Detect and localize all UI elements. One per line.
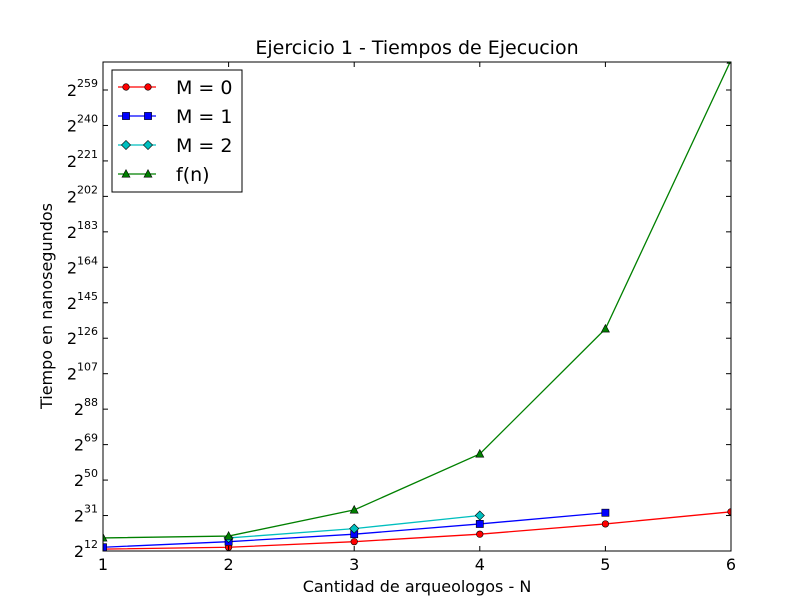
y-tick-label: 231 [74,503,98,526]
legend-label-3: f(n) [176,164,210,186]
y-tick-label: 269 [74,432,98,455]
x-tick-label: 3 [349,555,359,574]
y-tick-label: 212 [74,538,98,561]
legend-label-1: M = 1 [176,106,232,128]
y-tick-label: 2145 [67,290,98,313]
data-point-1-4 [601,508,610,517]
legend-marker-1 [122,112,130,120]
legend-marker-3 [121,168,131,178]
y-tick-label: 2126 [67,325,98,348]
legend-marker-2-b [142,139,154,151]
data-point-0-5 [727,508,731,516]
legend-label-0: M = 0 [176,77,232,99]
data-point-3-3 [475,448,485,458]
data-point-2-2 [474,510,485,521]
y-tick-label: 2183 [67,219,98,242]
y-tick-label: 2202 [67,183,98,206]
legend-label-2: M = 2 [176,135,232,157]
legend-marker-1-b [144,112,152,120]
plot-frame [102,61,732,552]
x-axis-label: Cantidad de arqueologos - N [303,577,532,596]
x-tick-label: 1 [98,555,108,574]
data-point-0-3 [476,530,484,538]
legend-marker-3-b [143,168,153,178]
legend-box [111,69,243,193]
x-tick-label: 2 [224,555,234,574]
series-line-3 [103,62,731,539]
data-point-3-4 [600,323,610,333]
plot-area: 1 2 3 4 5 6 212 231 250 269 288 2107 2126 2145 2164 218… [67,61,736,574]
y-tick-label: 2240 [67,112,98,135]
legend: M = 0 M = 1 M = 2 f(n) [111,69,243,193]
y-tick-label: 250 [74,467,98,490]
data-point-2-1 [349,523,360,534]
legend-marker-2 [120,139,132,151]
y-tick-label: 2221 [67,148,98,171]
data-point-3-1 [224,531,234,540]
legend-marker-0 [122,83,130,91]
x-tick-label: 6 [726,555,736,574]
data-point-0-2 [350,538,358,546]
data-point-3-2 [349,504,359,514]
y-tick-label: 2164 [67,254,98,277]
data-point-0-4 [601,520,610,528]
legend-marker-0-b [144,83,152,91]
x-tick-label: 4 [475,555,485,574]
x-tick-label: 5 [600,555,610,574]
series-group [103,62,731,551]
y-tick-label: 288 [74,396,98,419]
y-tick-label: 2107 [67,361,98,384]
data-point-1-3 [475,520,484,528]
chart-title: Ejercicio 1 - Tiempos de Ejecucion [255,37,578,59]
series-line-0 [103,511,731,550]
y-tick-label: 2259 [67,77,98,100]
y-axis-label: Tiempo en nanosegundos [37,203,56,410]
data-point-3-0 [103,532,108,542]
